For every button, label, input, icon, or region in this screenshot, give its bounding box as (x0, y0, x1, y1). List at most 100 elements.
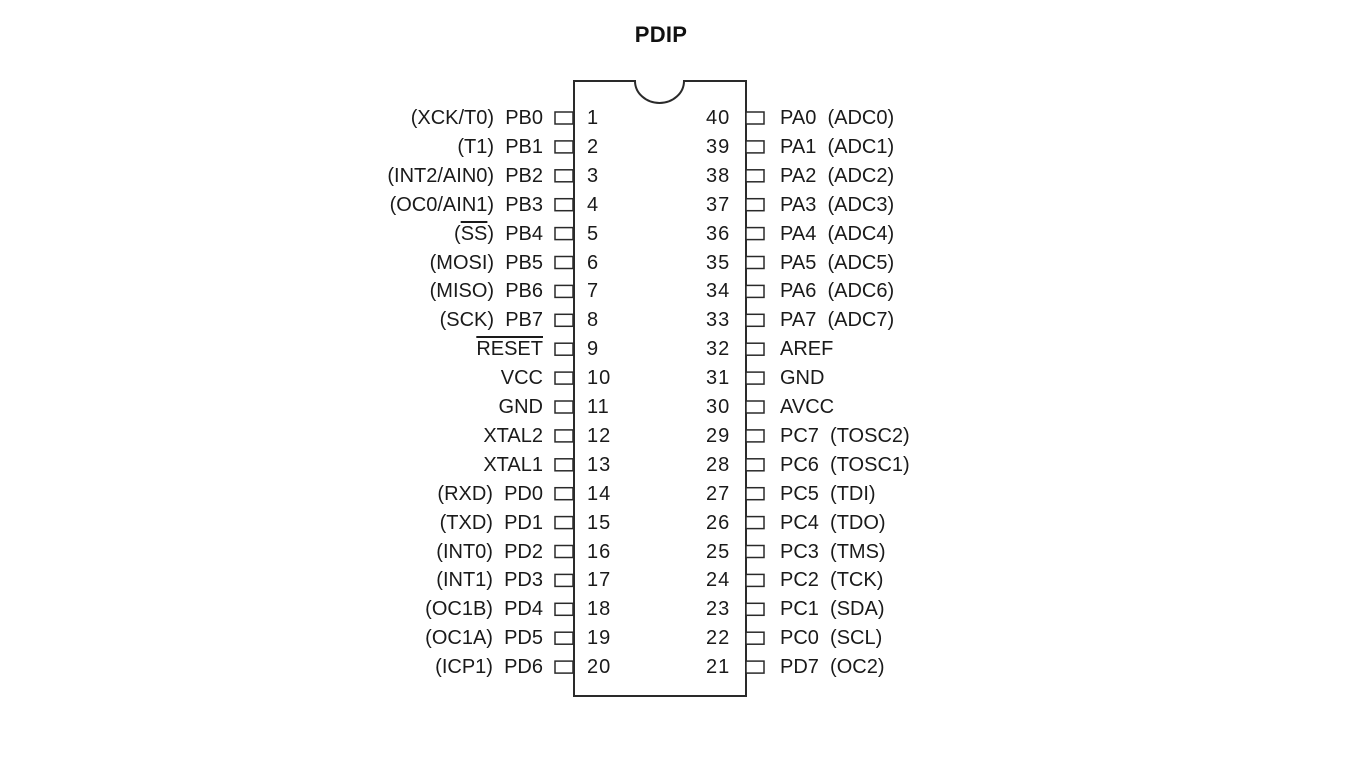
pin-number: 10 (587, 367, 612, 390)
pin-alt-function: (SDA) (830, 598, 885, 621)
left-pin-label: (ICP1) PD6 (435, 657, 543, 677)
left-pin-label: RESET (476, 339, 543, 359)
paren: ) (487, 222, 495, 245)
spacer (816, 309, 827, 331)
pin-number: 5 (587, 222, 600, 245)
pin-name: AREF (780, 338, 834, 361)
pin-number: 2 (587, 135, 600, 158)
pin-number: 40 (706, 107, 731, 129)
right-pin-stub (745, 544, 765, 559)
spacer (493, 512, 504, 534)
pin-number: 27 (706, 482, 731, 505)
left-pin-stub (554, 284, 574, 299)
spacer (816, 194, 827, 216)
right-pin-stub (745, 631, 765, 645)
spacer (816, 223, 827, 245)
spacer (494, 165, 505, 187)
left-pin-label: (TXD) PD1 (440, 513, 543, 533)
right-pin-label: GND (780, 368, 824, 388)
left-pin-label: (OC0/AIN1) PB3 (390, 195, 543, 215)
left-pin-label: (OC1A) PD5 (425, 628, 543, 648)
spacer (493, 541, 504, 563)
right-pin-label: PA3 (ADC3) (780, 195, 894, 215)
pin-name: VCC (500, 367, 543, 390)
pin-name: PD2 (504, 540, 543, 563)
left-pin-stub (554, 169, 574, 183)
spacer (819, 454, 830, 476)
pin-number: 9 (587, 338, 600, 361)
pin-name: PA2 (780, 164, 817, 187)
left-pin-label: (OC1B) PD4 (425, 599, 543, 619)
pin-alt-function: (ADC5) (827, 251, 895, 274)
pin-alt-function: (T1) (457, 135, 495, 158)
pin-name: XTAL1 (483, 453, 543, 476)
pin-name: PD3 (504, 569, 543, 592)
right-pin-stub (745, 458, 765, 472)
right-pin-stub (745, 284, 765, 299)
right-pin-stub (745, 429, 765, 443)
left-pin-label: (XCK/T0) PB0 (411, 108, 543, 128)
spacer (819, 512, 830, 534)
left-pin-label: (T1) PB1 (457, 137, 543, 157)
pin-number: 7 (587, 280, 600, 303)
pin-number: 31 (706, 367, 731, 390)
right-pin-label: AREF (780, 339, 833, 359)
right-pin-stub (745, 313, 765, 328)
pin-name: PD0 (504, 482, 543, 505)
left-pin-stub (554, 400, 574, 414)
right-pin-stub (745, 342, 765, 356)
right-pin-label: PA2 (ADC2) (780, 166, 894, 186)
pin-name: PA5 (780, 251, 817, 274)
spacer (819, 656, 830, 678)
spacer (494, 280, 505, 302)
spacer (494, 309, 505, 331)
right-pin-label: PA0 (ADC0) (780, 108, 894, 128)
left-pin-stub (554, 631, 574, 645)
spacer (494, 136, 505, 158)
pin-alt-function: (OC1B) (425, 598, 493, 621)
right-pin-label: PC6 (TOSC1) (780, 455, 910, 475)
pin-number: 14 (587, 482, 612, 505)
right-pin-stub (745, 140, 765, 154)
spacer (494, 252, 505, 274)
pin-alt-function: (SCK) (439, 309, 495, 332)
pin-number: 30 (706, 396, 731, 418)
spacer (819, 541, 830, 563)
diagram-title: PDIP (634, 22, 688, 47)
spacer (494, 107, 505, 129)
pin-number: 34 (706, 280, 731, 303)
pin-alt-overline: SS (460, 222, 488, 245)
left-pin-stub (554, 111, 574, 125)
pin-name: PB3 (505, 193, 543, 216)
right-pin-stub (745, 169, 765, 183)
spacer (494, 194, 505, 216)
pin-name: PC4 (780, 511, 819, 534)
pin-alt-function: (TOSC1) (830, 453, 910, 476)
pin-alt-function: (ADC3) (827, 193, 895, 216)
pin-alt-function: (SCL) (830, 627, 883, 650)
spacer (494, 223, 505, 245)
right-pin-label: AVCC (780, 397, 834, 417)
pin-number: 25 (706, 540, 731, 563)
pin-number: 16 (587, 540, 612, 563)
pin-number: 11 (587, 396, 610, 418)
pin-alt-function: (TMS) (830, 540, 886, 563)
left-pin-stub (554, 226, 574, 241)
left-pin-stub (554, 544, 574, 559)
right-pin-stub (745, 255, 765, 270)
spacer (816, 136, 827, 158)
left-pin-label: XTAL2 (483, 426, 543, 446)
right-pin-label: PA4 (ADC4) (780, 224, 894, 244)
right-pin-label: PC7 (TOSC2) (780, 426, 910, 446)
spacer (493, 569, 504, 591)
pin-number: 33 (706, 309, 731, 332)
left-pin-stub (554, 486, 574, 501)
pin-number: 35 (706, 251, 731, 274)
right-pin-stub (745, 226, 765, 241)
pin-number: 38 (706, 164, 731, 187)
pin-number: 15 (587, 511, 612, 534)
pin-alt-function: (ADC1) (827, 135, 895, 158)
pin-number: 4 (587, 193, 600, 216)
left-pin-label: (SS) PB4 (454, 224, 543, 244)
pin-number: 22 (706, 627, 731, 650)
